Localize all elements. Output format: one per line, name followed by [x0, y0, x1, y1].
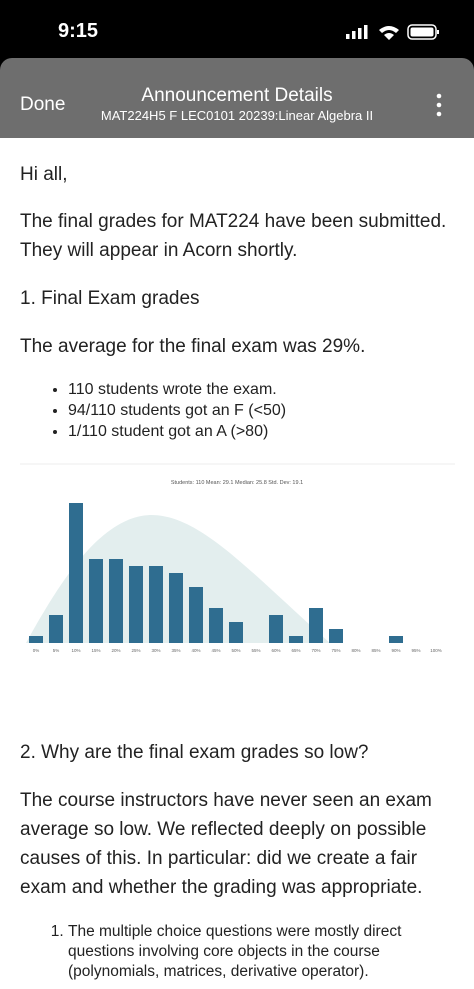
x-tick-label: 60%	[271, 648, 280, 653]
header-subtitle: MAT224H5 F LEC0101 20239:Linear Algebra …	[100, 108, 374, 123]
more-menu[interactable]	[434, 92, 444, 118]
x-tick-label: 80%	[351, 648, 360, 653]
status-icons	[346, 24, 439, 40]
bar	[329, 629, 343, 643]
x-tick-label: 35%	[171, 648, 180, 653]
bar	[29, 636, 43, 643]
x-tick-label: 40%	[191, 648, 200, 653]
bullet: 110 students wrote the exam.	[68, 379, 286, 400]
x-tick-label: 95%	[411, 648, 420, 653]
bar	[69, 503, 83, 643]
section-heading: 2. Why are the final exam grades so low?	[20, 742, 369, 763]
bar	[49, 615, 63, 643]
greeting: Hi all,	[20, 164, 68, 185]
done-button[interactable]: Done	[20, 94, 66, 115]
x-tick-label: 25%	[131, 648, 140, 653]
x-tick-label: 15%	[91, 648, 100, 653]
bar	[309, 608, 323, 643]
chart-title: Students: 110 Mean: 29.1 Median: 25.8 St…	[171, 480, 303, 486]
x-tick-label: 5%	[53, 648, 60, 653]
x-tick-label: 0%	[33, 648, 40, 653]
bar	[89, 559, 103, 643]
x-tick-label: 55%	[251, 648, 260, 653]
bar	[169, 573, 183, 643]
x-tick-label: 20%	[111, 648, 120, 653]
numbered-list: The multiple choice questions were mostl…	[68, 922, 428, 982]
x-tick-label: 10%	[71, 648, 80, 653]
chart: Students: 110 Mean: 29.1 Median: 25.8 St…	[20, 463, 455, 653]
bar	[109, 559, 123, 643]
bar	[209, 608, 223, 643]
x-tick-label: 70%	[311, 648, 320, 653]
list-item: The multiple choice questions were mostl…	[68, 922, 428, 982]
time: 9:15	[58, 20, 99, 42]
bullet: 1/110 student got an A (>80)	[68, 421, 286, 442]
x-tick-label: 100%	[430, 648, 442, 653]
bar	[389, 636, 403, 643]
section-heading: 1. Final Exam grades	[20, 288, 200, 309]
paragraph: The course instructors have never seen a…	[20, 790, 432, 898]
paragraph: The average for the final exam was 29%.	[20, 336, 366, 357]
paragraph: The final grades for MAT224 have been su…	[20, 211, 447, 261]
x-tick-label: 90%	[391, 648, 400, 653]
bullet-list: 110 students wrote the exam. 94/110 stud…	[68, 379, 286, 442]
header-title: Announcement Details	[141, 85, 333, 106]
bar	[269, 615, 283, 643]
x-tick-label: 85%	[371, 648, 380, 653]
x-tick-label: 75%	[331, 648, 340, 653]
bullet: 94/110 students got an F (<50)	[68, 400, 286, 421]
x-tick-label: 65%	[291, 648, 300, 653]
x-tick-label: 45%	[211, 648, 220, 653]
x-tick-label: 30%	[151, 648, 160, 653]
bar	[149, 566, 163, 643]
bar	[229, 622, 243, 643]
header: Done Announcement Details MAT224H5 F LEC…	[0, 58, 474, 138]
x-tick-label: 50%	[231, 648, 240, 653]
bar	[129, 566, 143, 643]
bar	[289, 636, 303, 643]
bar	[189, 587, 203, 643]
